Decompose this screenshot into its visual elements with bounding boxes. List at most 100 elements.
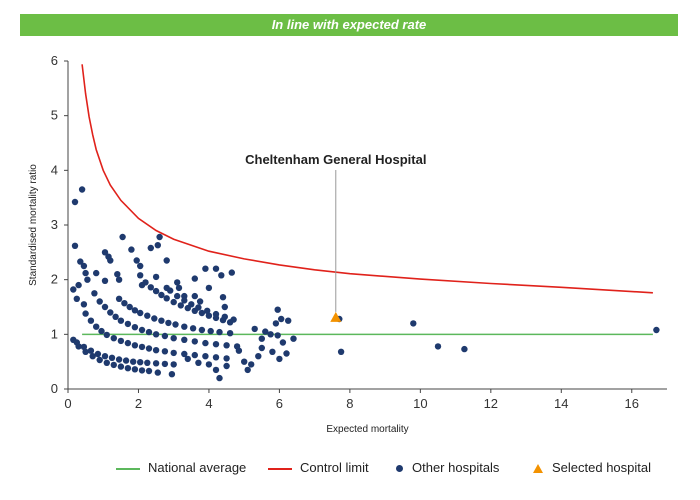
other-hospital-point bbox=[205, 284, 213, 292]
x-tick-label: 12 bbox=[484, 396, 498, 411]
other-hospital-point bbox=[191, 338, 198, 345]
other-hospital-point bbox=[274, 332, 281, 339]
other-hospital-point bbox=[152, 347, 160, 354]
other-hospital-point bbox=[137, 359, 144, 366]
other-hospital-point bbox=[152, 360, 160, 367]
x-axis-title: Expected mortality bbox=[326, 424, 408, 435]
other-hospital-point bbox=[73, 339, 81, 346]
legend-line-red bbox=[268, 467, 292, 470]
other-hospital-point bbox=[93, 323, 100, 330]
other-hospital-point bbox=[137, 272, 144, 279]
other-hospital-point bbox=[87, 347, 95, 354]
other-hospital-point bbox=[108, 354, 116, 361]
other-hospital-point bbox=[262, 328, 269, 335]
other-hospital-point bbox=[82, 310, 89, 317]
other-hospital-point bbox=[248, 361, 255, 368]
other-hospital-point bbox=[115, 295, 123, 302]
legend: National average Control limit Other hos… bbox=[0, 458, 700, 478]
other-hospital-point bbox=[269, 348, 276, 355]
other-hospital-point bbox=[131, 324, 139, 331]
other-hospital-point bbox=[80, 262, 88, 270]
other-hospital-point bbox=[172, 321, 179, 328]
other-hospital-point bbox=[219, 294, 227, 301]
x-tick-label: 6 bbox=[276, 396, 283, 411]
other-hospital-point bbox=[80, 343, 88, 351]
other-hospital-point bbox=[653, 326, 660, 334]
other-hospital-point bbox=[91, 290, 98, 297]
legend-item-national-average: National average bbox=[116, 458, 246, 478]
other-hospital-point bbox=[158, 317, 165, 324]
other-hospital-point bbox=[124, 320, 132, 328]
other-hospital-point bbox=[145, 367, 153, 375]
x-tick-label: 8 bbox=[346, 396, 353, 411]
other-hospital-point bbox=[158, 291, 165, 299]
other-hospital-point bbox=[80, 301, 88, 308]
other-hospital-point bbox=[181, 336, 188, 343]
annotation: Cheltenham General Hospital bbox=[245, 152, 426, 312]
other-hospital-point bbox=[137, 309, 144, 317]
other-hospital-point bbox=[84, 276, 91, 283]
other-hospital-point bbox=[202, 339, 209, 347]
y-tick-label: 0 bbox=[51, 381, 58, 396]
other-hospital-point bbox=[161, 360, 169, 368]
other-hospital-point bbox=[119, 233, 126, 241]
other-hospital-point bbox=[98, 327, 105, 335]
other-hospital-point bbox=[78, 186, 86, 193]
x-tick-label: 2 bbox=[135, 396, 142, 411]
x-tick-label: 10 bbox=[413, 396, 427, 411]
other-hospital-point bbox=[163, 295, 170, 302]
other-hospital-point bbox=[189, 325, 197, 332]
other-hospital-point bbox=[82, 269, 89, 277]
status-banner: In line with expected rate bbox=[20, 14, 678, 36]
other-hospital-point bbox=[161, 332, 169, 340]
legend-item-control-limit: Control limit bbox=[268, 458, 369, 478]
other-hospital-point bbox=[177, 302, 184, 309]
other-hospital-point bbox=[205, 312, 213, 319]
other-hospital-point bbox=[138, 367, 146, 374]
other-hospital-point bbox=[77, 258, 84, 265]
other-hospital-point bbox=[276, 355, 283, 363]
other-hospital-point bbox=[124, 339, 132, 347]
other-hospital-point bbox=[112, 313, 119, 320]
other-hospital-point bbox=[228, 269, 235, 276]
other-hospital-point bbox=[144, 359, 151, 366]
other-hospital-point bbox=[142, 279, 149, 286]
other-hospital-point bbox=[244, 366, 251, 374]
other-hospital-point bbox=[152, 287, 160, 295]
other-hospital-point bbox=[174, 279, 181, 286]
other-hospital-point bbox=[71, 242, 79, 249]
x-tick-label: 0 bbox=[64, 396, 71, 411]
other-hospital-point bbox=[126, 303, 133, 311]
other-hospital-point bbox=[212, 366, 220, 374]
other-hospital-point bbox=[255, 353, 262, 360]
other-hospital-point bbox=[205, 361, 213, 368]
other-hospital-point bbox=[223, 362, 230, 370]
other-hospital-point bbox=[274, 306, 281, 313]
other-hospital-point bbox=[133, 257, 140, 264]
other-hospital-point bbox=[204, 307, 211, 314]
other-hospital-point bbox=[121, 300, 128, 307]
other-hospital-point bbox=[258, 344, 265, 352]
other-hospital-point bbox=[278, 315, 285, 323]
other-hospital-point bbox=[181, 297, 188, 304]
other-hospital-point bbox=[101, 353, 109, 360]
other-hospital-point bbox=[188, 301, 195, 308]
other-hospital-point bbox=[130, 358, 137, 365]
other-hospital-point bbox=[75, 281, 82, 289]
other-hospital-point bbox=[161, 348, 169, 355]
other-hospital-point bbox=[191, 351, 198, 359]
other-hospital-point bbox=[87, 317, 95, 324]
x-tick-label: 4 bbox=[205, 396, 212, 411]
other-hospital-point bbox=[117, 317, 125, 324]
other-hospital-point bbox=[251, 325, 258, 333]
other-hospital-point bbox=[147, 284, 154, 291]
other-hospital-point bbox=[290, 335, 297, 342]
other-hospital-point bbox=[117, 337, 125, 345]
reference-lines bbox=[81, 64, 653, 336]
other-hospital-point bbox=[117, 363, 125, 370]
y-tick-label: 6 bbox=[51, 53, 58, 68]
other-hospital-point bbox=[221, 313, 228, 320]
other-hospital-point bbox=[212, 265, 220, 272]
